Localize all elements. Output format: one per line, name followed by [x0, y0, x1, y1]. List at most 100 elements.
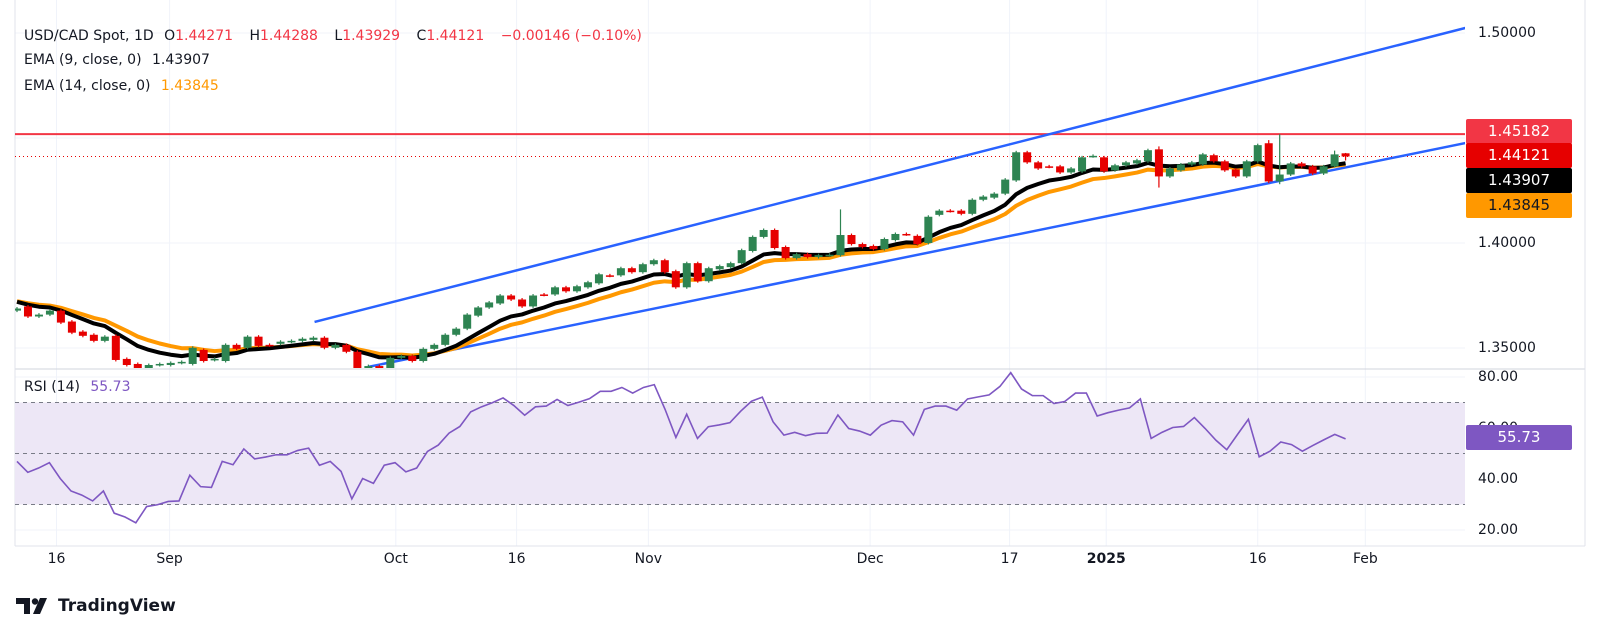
candle-body [45, 310, 54, 315]
candle-body [1176, 164, 1185, 171]
time-tick-label: Feb [1352, 551, 1378, 567]
candle [397, 354, 406, 360]
candle [78, 330, 87, 338]
candle-body [78, 331, 87, 336]
open-label: O [164, 28, 176, 44]
candle-body [298, 338, 307, 341]
candle [957, 209, 966, 216]
candle-body [825, 254, 834, 257]
candle [353, 350, 362, 368]
candle [1187, 160, 1196, 166]
candle [199, 348, 208, 363]
ema9-value: 1.43907 [152, 52, 210, 68]
candle-body [671, 271, 680, 288]
candle-body [759, 229, 768, 237]
candle [572, 284, 581, 293]
candle-body [419, 348, 428, 362]
candle-body [397, 355, 406, 358]
time-tick-label: Oct [383, 551, 408, 567]
rsi-line [16, 371, 1346, 524]
candle-body [858, 244, 867, 247]
ema14-line [16, 162, 1346, 358]
candle [485, 300, 494, 309]
candle [1143, 148, 1152, 163]
candle [902, 232, 911, 236]
candle-body [1187, 162, 1196, 165]
candle [133, 362, 142, 368]
candle [1198, 152, 1207, 166]
ema9-line [16, 159, 1346, 360]
candle-body [56, 310, 65, 323]
candle [759, 228, 768, 239]
candle [605, 273, 614, 278]
candle [463, 313, 472, 331]
rsi-value-badge: 55.73 [1466, 425, 1572, 450]
candle-body [1264, 143, 1273, 182]
candle [1286, 161, 1295, 177]
candle [23, 304, 32, 318]
candle-body [1231, 169, 1240, 177]
rsi-tick-label: 20.00 [1478, 522, 1519, 538]
candle [616, 266, 625, 277]
symbol-title[interactable]: USD/CAD Spot, 1D [24, 28, 154, 44]
candle-body [605, 275, 614, 277]
close-value: 1.44121 [426, 28, 485, 44]
resistance-price-badge: 1.45182 [1466, 119, 1572, 144]
ema14-legend[interactable]: EMA (14, close, 0) 1.43845 [24, 78, 225, 94]
candle [441, 333, 450, 347]
candle-body [1253, 145, 1262, 162]
rsi-legend[interactable]: RSI (14) 55.73 [24, 379, 136, 395]
candle [89, 333, 98, 343]
candle [737, 248, 746, 265]
candle [419, 347, 428, 363]
tradingview-logo[interactable]: TradingView [16, 596, 176, 616]
rsi-tick-label: 80.00 [1478, 369, 1519, 385]
candle [518, 298, 527, 308]
candle-body [979, 196, 988, 200]
candle [243, 335, 252, 350]
candle [704, 266, 713, 283]
candle-body [364, 366, 373, 368]
candle-body [496, 295, 505, 304]
candle-body [1078, 157, 1087, 172]
candle-body [122, 358, 131, 366]
candle-body [748, 236, 757, 251]
candle-body [342, 344, 351, 352]
low-value: 1.43929 [342, 28, 401, 44]
candle-body [1275, 174, 1284, 182]
candle [254, 335, 263, 348]
candle-body [375, 366, 384, 368]
candle-body [1001, 179, 1010, 194]
candle-body [551, 287, 560, 295]
ema9-legend[interactable]: EMA (9, close, 0) 1.43907 [24, 52, 216, 68]
candle [386, 356, 395, 368]
candle-body [704, 268, 713, 282]
last-price-badge: 1.44121 [1466, 143, 1572, 168]
candle-body [1034, 162, 1043, 169]
candle [1045, 164, 1054, 169]
channel-lower-line [368, 141, 1465, 368]
candle-body [133, 363, 142, 368]
candle [891, 232, 900, 242]
candle [1012, 150, 1021, 182]
candle-body [1341, 153, 1350, 157]
candle-body [166, 362, 175, 366]
candle-body [1330, 154, 1339, 167]
candle-body [693, 263, 702, 282]
candle-body [34, 314, 43, 317]
candle-body [463, 314, 472, 329]
candle-body [210, 358, 219, 361]
candle-body [265, 344, 274, 347]
candle [45, 309, 54, 317]
candle-body [23, 306, 32, 317]
candle-body [430, 344, 439, 349]
candle-body [1220, 161, 1229, 171]
candle-body [111, 335, 120, 360]
candle-body [957, 210, 966, 214]
candle-body [803, 254, 812, 258]
candle-body [100, 336, 109, 341]
ema9-label: EMA (9, close, 0) [24, 52, 142, 68]
candle [1231, 168, 1240, 178]
candle [34, 313, 43, 318]
